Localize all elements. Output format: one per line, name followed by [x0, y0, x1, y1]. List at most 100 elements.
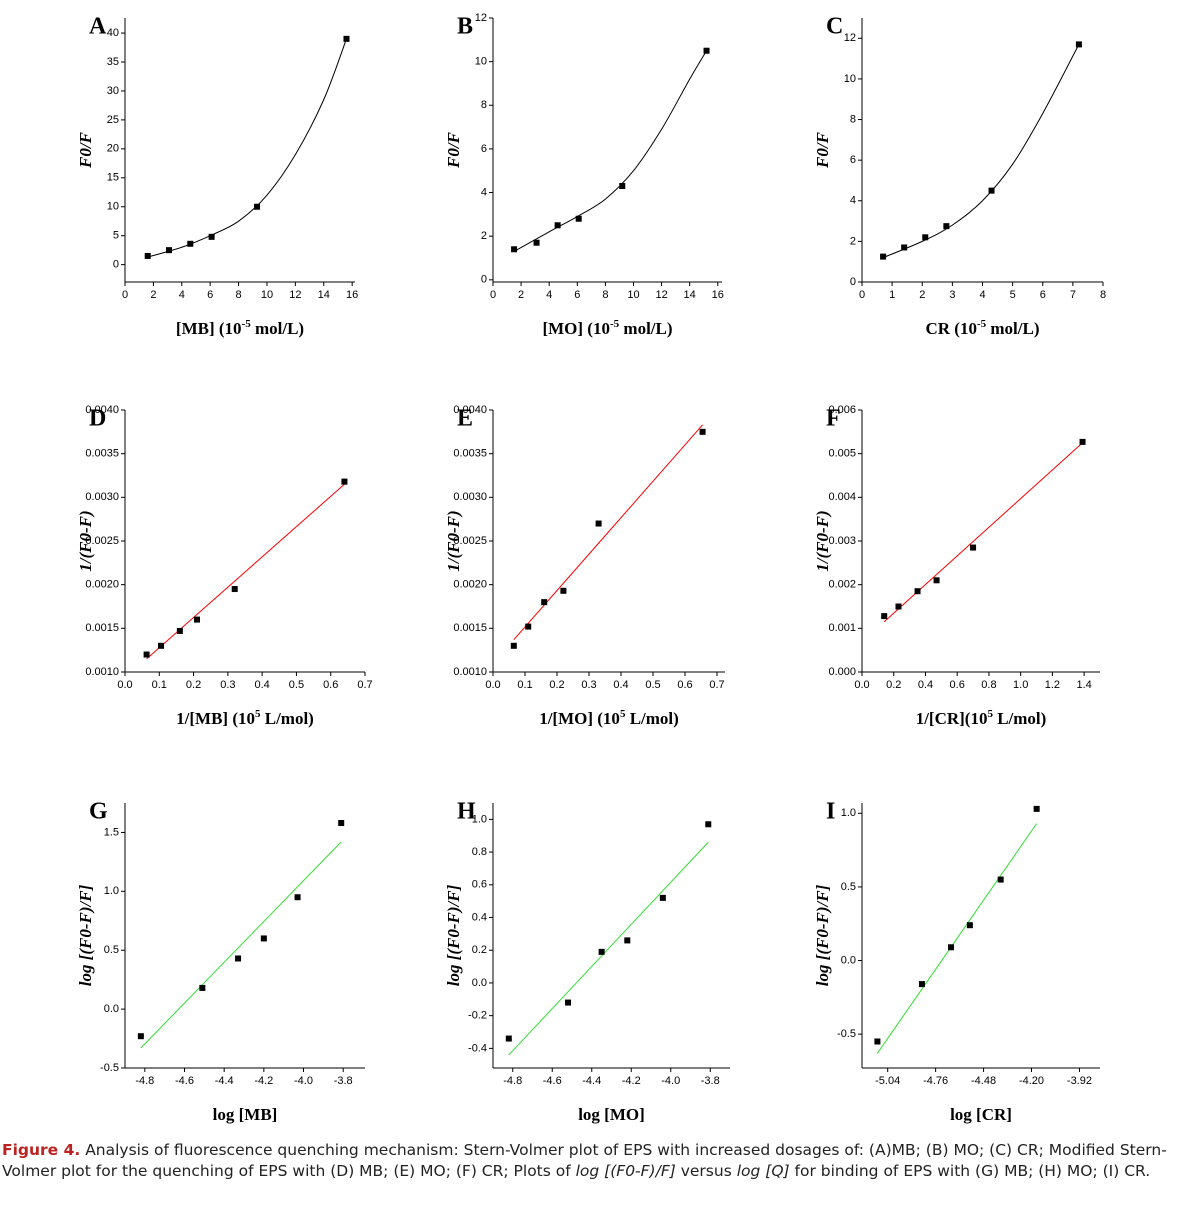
x-tick-label: 16 — [346, 289, 358, 301]
x-axis-label-part: 5 — [255, 708, 261, 720]
fit-line — [882, 44, 1080, 259]
data-point — [199, 984, 206, 991]
x-tick-label: 4 — [979, 289, 985, 301]
x-tick-label: 0.7 — [357, 679, 372, 691]
y-axis-label: log [(F0-F)/F] — [444, 884, 463, 986]
data-point — [254, 203, 261, 210]
y-tick-label: 1.5 — [104, 826, 119, 838]
x-tick-label: 14 — [318, 289, 330, 301]
data-point — [659, 894, 666, 901]
x-tick-label: 10 — [261, 289, 273, 301]
y-tick-label: 5 — [113, 230, 119, 242]
y-tick-label: 0.0035 — [85, 448, 119, 460]
y-tick-label: 0.0010 — [453, 666, 487, 678]
x-tick-label: -5.04 — [875, 1075, 900, 1087]
data-point — [881, 613, 888, 620]
y-tick-label: 0 — [113, 259, 119, 271]
x-tick-label: -3.8 — [701, 1075, 720, 1087]
y-tick-label: 6 — [850, 154, 856, 166]
y-tick-label: 2 — [850, 235, 856, 247]
y-tick-label: 0.5 — [104, 944, 119, 956]
y-tick-label: 4 — [850, 195, 856, 207]
y-tick-label: 10 — [107, 201, 119, 213]
x-tick-label: -4.2 — [254, 1075, 273, 1087]
y-tick-label: 0.0015 — [453, 622, 487, 634]
x-tick-label: -4.2 — [622, 1075, 641, 1087]
data-point — [143, 651, 150, 658]
x-tick-label: 0.3 — [581, 679, 596, 691]
x-axis-label-part: mol/L) — [251, 319, 304, 338]
x-axis-label-part: 1/[MB] (10 — [176, 709, 255, 728]
x-tick-label: -4.8 — [135, 1075, 154, 1087]
x-axis-label: CR (10-5 mol/L) — [926, 318, 1040, 338]
data-point — [1079, 438, 1086, 445]
y-tick-label: -0.2 — [468, 1010, 487, 1022]
x-axis-label-part: mol/L) — [986, 319, 1039, 338]
fit-line — [508, 841, 709, 1056]
y-tick-label: 0.004 — [828, 491, 856, 503]
x-tick-label: 8 — [602, 289, 608, 301]
y-tick-label: 2 — [481, 230, 487, 242]
x-tick-label: 0.5 — [289, 679, 304, 691]
y-tick-label: 0.0020 — [85, 579, 119, 591]
data-point — [343, 35, 350, 42]
caption-text: Analysis of fluorescence quenching mecha… — [2, 1141, 1167, 1180]
data-point — [208, 233, 215, 240]
y-tick-label: 8 — [850, 113, 856, 125]
x-tick-label: 10 — [627, 289, 639, 301]
x-tick-label: -4.48 — [971, 1075, 996, 1087]
x-axis-label-part: 1/[CR](10 — [916, 709, 988, 728]
x-tick-label: 12 — [655, 289, 667, 301]
data-point — [874, 1038, 881, 1045]
y-tick-label: 0.5 — [841, 881, 856, 893]
y-tick-label: 30 — [107, 85, 119, 97]
x-tick-label: 12 — [289, 289, 301, 301]
data-point — [338, 820, 345, 827]
x-axis-label-part: log [MO] — [578, 1105, 645, 1124]
y-tick-label: 25 — [107, 114, 119, 126]
panel-letter: C — [826, 14, 843, 40]
y-tick-label: 0.4 — [472, 911, 487, 923]
data-point — [1033, 805, 1040, 812]
data-point — [510, 642, 517, 649]
y-tick-label: 0.005 — [828, 448, 856, 460]
y-tick-label: 0.6 — [472, 879, 487, 891]
x-tick-label: -4.6 — [543, 1075, 562, 1087]
fit-line — [876, 823, 1038, 1054]
y-tick-label: 0.002 — [828, 579, 856, 591]
data-point — [966, 922, 973, 929]
data-point — [231, 586, 238, 593]
y-tick-label: 0.8 — [472, 846, 487, 858]
data-point — [880, 253, 887, 260]
x-axis-label: 1/[MB] (105 L/mol) — [176, 708, 314, 728]
y-tick-label: 0.0025 — [453, 535, 487, 547]
panel-letter: D — [89, 406, 106, 432]
panel-letter: G — [89, 799, 108, 825]
data-point — [619, 183, 626, 189]
x-tick-label: 8 — [1100, 289, 1106, 301]
x-tick-label: 4 — [179, 289, 185, 301]
data-point — [194, 616, 200, 623]
y-tick-label: 0.0030 — [85, 491, 119, 503]
data-point — [1075, 41, 1082, 48]
data-point — [505, 1035, 512, 1042]
x-axis-label-part: [MB] (10 — [176, 319, 242, 338]
panel-letter: E — [457, 406, 473, 432]
x-tick-label: 0 — [859, 289, 865, 301]
y-tick-label: 0.0040 — [85, 404, 119, 416]
x-axis-label-part: log [CR] — [950, 1105, 1012, 1124]
y-tick-label: 0.0040 — [453, 404, 487, 416]
y-tick-label: 12 — [475, 12, 487, 24]
y-axis-label: log [(F0-F)/F] — [813, 884, 832, 986]
x-axis-label: log [CR] — [950, 1105, 1012, 1124]
y-tick-label: 0.0020 — [453, 579, 487, 591]
data-point — [933, 577, 940, 584]
y-axis-label: F0/F — [76, 131, 95, 169]
y-axis-label: log [(F0-F)/F] — [76, 884, 95, 986]
y-tick-label: 6 — [481, 143, 487, 155]
x-tick-label: 2 — [919, 289, 925, 301]
x-tick-label: 0.1 — [517, 679, 532, 691]
x-tick-label: 0.2 — [186, 679, 201, 691]
y-tick-label: 0.0035 — [453, 448, 487, 460]
caption-text: log [Q] — [736, 1162, 790, 1180]
